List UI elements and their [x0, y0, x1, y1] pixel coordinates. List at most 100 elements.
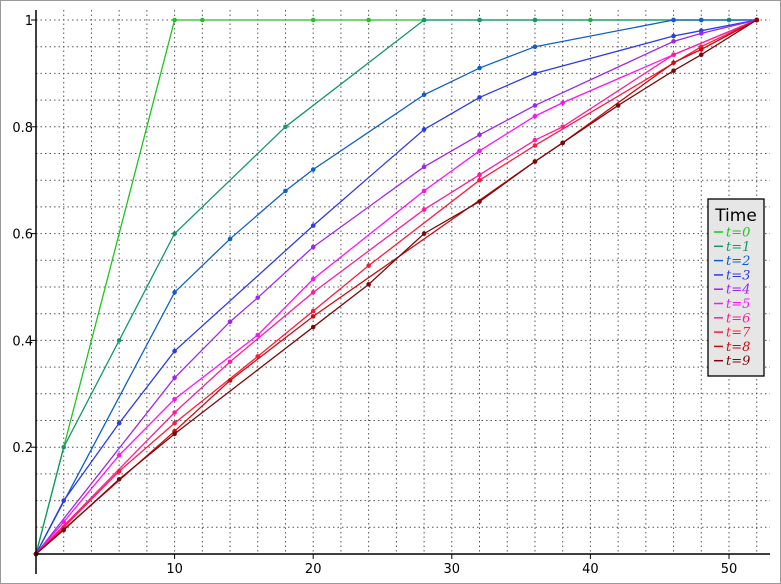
grid: [36, 10, 770, 554]
y-tick-label: 1: [25, 14, 33, 29]
data-point: [477, 148, 482, 154]
x-tick-label: 30: [444, 562, 461, 577]
series-line: [35, 19, 757, 555]
series-t-5: [33, 17, 760, 557]
data-point: [477, 199, 482, 204]
data-point: [421, 127, 427, 132]
data-point: [421, 164, 427, 170]
data-point: [310, 244, 316, 250]
legend-label: t=7: [726, 326, 751, 341]
data-point: [172, 231, 177, 236]
data-point: [698, 17, 704, 23]
data-point: [227, 359, 233, 365]
data-point: [532, 44, 538, 49]
data-point: [255, 332, 261, 338]
data-point: [172, 290, 177, 295]
data-point: [283, 124, 288, 130]
legend-label: t=9: [726, 354, 750, 369]
data-point: [532, 143, 538, 148]
data-point: [310, 167, 316, 172]
y-tick-label: 0.4: [12, 334, 33, 349]
legend-label: t=1: [726, 240, 750, 255]
x-tick-label: 20: [305, 562, 322, 577]
data-point: [698, 47, 704, 52]
data-point: [172, 396, 177, 402]
data-point: [310, 324, 316, 330]
data-point: [477, 65, 482, 71]
data-point: [116, 476, 122, 482]
series-group: [33, 17, 760, 557]
y-tick-label: 0.6: [12, 228, 33, 243]
legend-label: t=6: [726, 311, 750, 326]
data-point: [366, 282, 371, 287]
data-point: [310, 308, 316, 314]
data-point: [671, 39, 676, 44]
data-point: [172, 348, 177, 354]
data-point: [477, 132, 482, 138]
data-point: [477, 177, 482, 183]
data-point: [560, 140, 565, 146]
data-point: [421, 92, 427, 98]
data-point: [172, 17, 177, 23]
data-point: [560, 100, 565, 106]
data-point: [532, 159, 538, 164]
data-point: [310, 223, 316, 228]
data-point: [421, 17, 427, 23]
data-point: [172, 420, 177, 426]
data-point: [116, 452, 122, 458]
legend-title: Time: [714, 206, 757, 226]
data-point: [255, 295, 261, 300]
data-point: [61, 498, 67, 503]
series-line: [35, 19, 757, 555]
x-tick-label: 50: [721, 562, 738, 577]
data-point: [532, 103, 538, 108]
series-line: [35, 19, 758, 555]
legend-label: t=2: [726, 254, 750, 269]
data-point: [421, 231, 427, 236]
data-point: [532, 17, 538, 23]
data-point: [227, 236, 233, 242]
y-tick-label: 0.8: [12, 121, 33, 136]
data-point: [698, 31, 704, 36]
data-point: [310, 276, 316, 282]
data-point: [698, 52, 704, 58]
data-point: [671, 17, 676, 23]
y-tick-label: 0.2: [12, 441, 33, 456]
data-point: [116, 338, 122, 343]
data-point: [671, 68, 676, 74]
series-t-2: [33, 17, 760, 557]
data-point: [172, 431, 177, 437]
data-point: [671, 52, 676, 58]
legend-label: t=0: [726, 226, 750, 241]
data-point: [754, 17, 760, 23]
x-tick-label: 40: [582, 562, 599, 577]
data-point: [227, 319, 233, 325]
data-point: [421, 188, 427, 194]
data-point: [310, 314, 316, 319]
data-point: [61, 444, 67, 450]
data-point: [310, 17, 316, 23]
data-point: [116, 420, 122, 426]
data-point: [671, 60, 676, 66]
data-point: [615, 103, 621, 108]
series-t-9: [33, 17, 760, 557]
x-tick-label: 10: [166, 562, 183, 577]
data-point: [477, 17, 482, 23]
data-point: [532, 137, 538, 143]
data-point: [366, 263, 371, 268]
data-point: [172, 375, 177, 381]
data-point: [283, 188, 288, 194]
data-point: [532, 71, 538, 76]
data-point: [477, 172, 482, 178]
data-point: [227, 378, 233, 383]
data-point: [200, 17, 205, 23]
data-point: [671, 33, 676, 39]
data-point: [477, 95, 482, 100]
data-point: [172, 410, 177, 415]
legend-label: t=8: [726, 340, 750, 355]
data-point: [61, 527, 67, 533]
data-point: [532, 113, 538, 119]
